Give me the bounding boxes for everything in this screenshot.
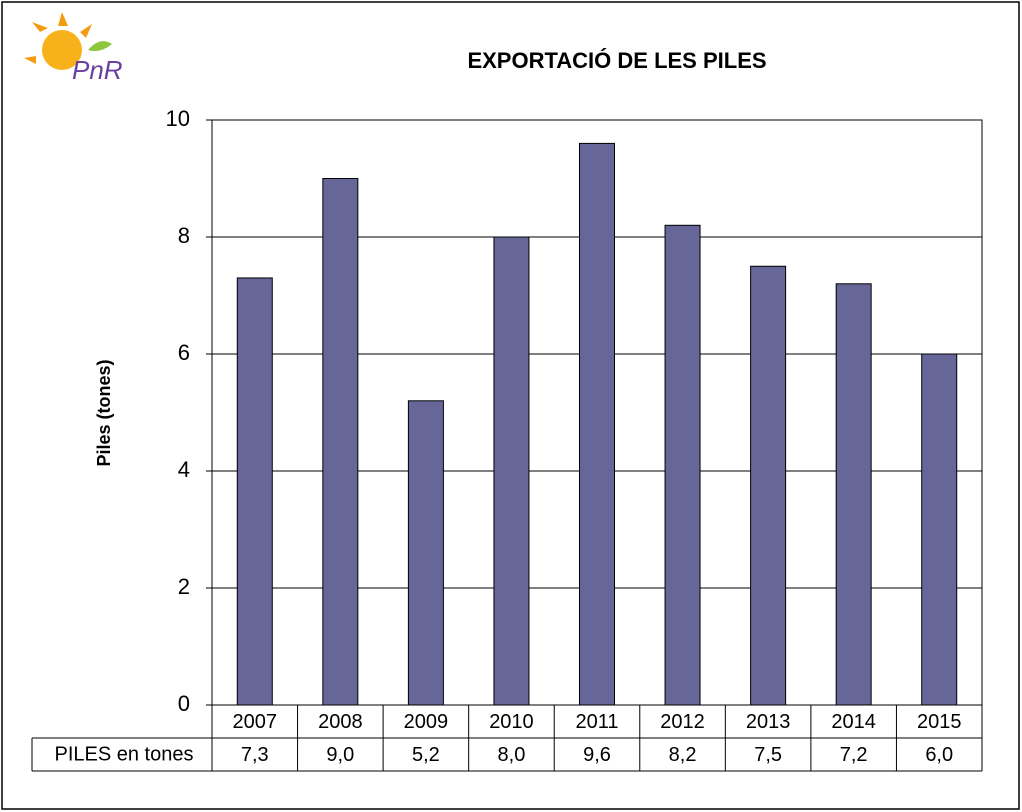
logo-sun <box>42 30 82 70</box>
table-value: 6,0 <box>925 744 953 766</box>
y-tick-label: 2 <box>178 574 190 599</box>
y-tick-label: 0 <box>178 691 190 716</box>
x-tick-label: 2009 <box>404 711 449 733</box>
x-tick-label: 2015 <box>917 711 962 733</box>
logo: PnR <box>24 12 123 85</box>
x-tick-label: 2012 <box>660 711 705 733</box>
bar <box>322 178 359 706</box>
y-axis-label: Piles (tones) <box>94 359 114 466</box>
bar <box>921 353 958 706</box>
chart-title: EXPORTACIÓ DE LES PILES <box>467 48 766 73</box>
bar <box>750 265 787 706</box>
bar <box>493 236 530 706</box>
logo-rays <box>24 12 92 64</box>
y-tick-label: 10 <box>166 106 190 131</box>
table-row-label: PILES en tones <box>55 743 194 765</box>
table-value: 5,2 <box>412 744 440 766</box>
logo-leaf <box>88 41 112 52</box>
table-value: 7,5 <box>754 744 782 766</box>
x-tick-label: 2013 <box>746 711 791 733</box>
bar <box>664 224 701 706</box>
table-value: 7,3 <box>241 744 269 766</box>
y-tick-label: 6 <box>178 340 190 365</box>
bar <box>835 283 872 706</box>
x-tick-label: 2010 <box>489 711 534 733</box>
bar <box>579 142 615 706</box>
bar <box>236 277 273 706</box>
bar <box>407 400 444 706</box>
table-value: 9,0 <box>326 744 354 766</box>
table-value: 9,6 <box>583 744 611 766</box>
y-tick-label: 4 <box>178 457 190 482</box>
x-tick-label: 2007 <box>233 711 278 733</box>
y-tick-label: 8 <box>178 223 190 248</box>
logo-text: PnR <box>72 55 123 85</box>
x-tick-label: 2011 <box>575 711 618 733</box>
table-value: 8,0 <box>498 744 526 766</box>
x-tick-label: 2008 <box>318 711 363 733</box>
x-tick-label: 2014 <box>831 711 876 733</box>
table-value: 8,2 <box>669 744 697 766</box>
table-value: 7,2 <box>840 744 868 766</box>
